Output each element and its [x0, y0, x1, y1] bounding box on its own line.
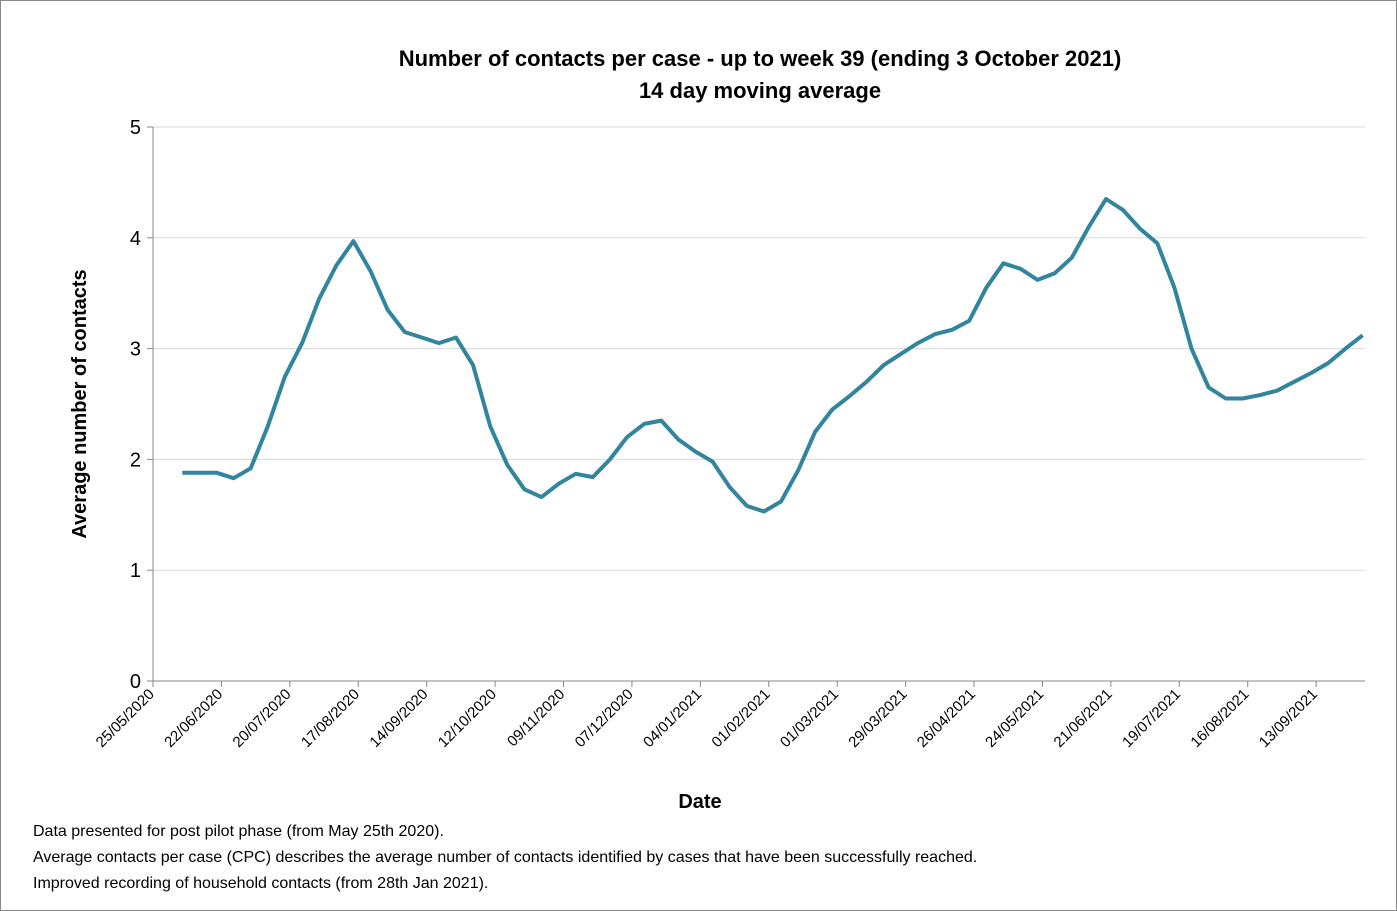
- note: Data presented for post pilot phase (fro…: [33, 823, 444, 840]
- note: Improved recording of household contacts…: [33, 875, 488, 892]
- y-tick-label: 5: [130, 117, 141, 139]
- chart-title: Number of contacts per case - up to week…: [399, 46, 1122, 71]
- y-tick-label: 2: [130, 449, 141, 471]
- note: Average contacts per case (CPC) describe…: [33, 849, 977, 866]
- y-axis-label: Average number of contacts: [69, 269, 91, 538]
- y-tick-label: 1: [130, 560, 141, 582]
- y-tick-label: 4: [130, 228, 141, 250]
- chart-subtitle: 14 day moving average: [639, 78, 881, 103]
- y-tick-label: 0: [130, 671, 141, 693]
- x-axis-label: Date: [678, 791, 721, 813]
- y-tick-label: 3: [130, 339, 141, 361]
- data-line: [182, 197, 1364, 514]
